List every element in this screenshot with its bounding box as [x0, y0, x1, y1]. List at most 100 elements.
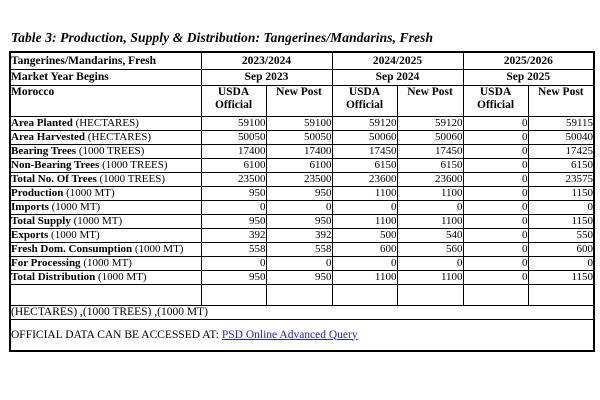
value-cell: 59120	[331, 116, 398, 131]
value-cell: 558	[200, 242, 267, 257]
table-row: Total Distribution (1000 MT) 950 950 1100 11…	[9, 270, 595, 285]
header-row-market-year: Market Year Begins Sep 2023 Sep 2024 Sep…	[9, 69, 595, 86]
value-cell: 59100	[200, 116, 267, 131]
spacer-cell	[331, 284, 398, 306]
table-row: Exports (1000 MT) 392 392 500 540 0 550	[9, 228, 595, 243]
header-row-country: Morocco USDA Official New Post USDA Offi…	[9, 85, 595, 117]
value-cell: 558	[265, 242, 333, 257]
value-cell: 0	[396, 200, 464, 215]
value-cell: 0	[200, 200, 267, 215]
row-label: For Processing (1000 MT)	[9, 256, 202, 271]
row-label: Bearing Trees (1000 TREES)	[9, 144, 202, 159]
value-cell: 0	[462, 242, 529, 257]
table-row: Fresh Dom. Consumption (1000 MT) 558 558 60…	[9, 242, 595, 257]
row-label: Area Harvested (HECTARES)	[9, 130, 202, 145]
spacer-cell	[462, 284, 529, 306]
subcol-usda-official-2: USDA Official	[331, 85, 398, 117]
value-cell: 0	[265, 256, 333, 271]
value-cell: 1150	[527, 270, 595, 285]
spacer-cell	[9, 284, 202, 306]
country-label: Morocco	[9, 85, 202, 117]
value-cell: 6100	[265, 158, 333, 173]
psd-online-link[interactable]: PSD Online Advanced Query	[221, 328, 358, 341]
value-cell: 50050	[200, 130, 267, 145]
table-row: Area Harvested (HECTARES) 50050 50050 50060…	[9, 130, 595, 145]
value-cell: 59115	[527, 116, 595, 131]
spacer-row	[9, 284, 595, 306]
value-cell: 6150	[527, 158, 595, 173]
value-cell: 950	[265, 270, 333, 285]
market-year-begin-3: Sep 2025	[462, 69, 595, 86]
value-cell: 17425	[527, 144, 595, 159]
value-cell: 1100	[396, 186, 464, 201]
subcol-new-post-3: New Post	[527, 85, 595, 117]
value-cell: 600	[331, 242, 398, 257]
value-cell: 0	[462, 158, 529, 173]
table-row: Imports (1000 MT) 0 0 0 0 0 0	[9, 200, 595, 215]
units-footnote-row: (HECTARES) ,(1000 TREES) ,(1000 MT)	[9, 305, 595, 320]
official-data-row: OFFICIAL DATA CAN BE ACCESSED AT: PSD On…	[9, 319, 595, 352]
year-header-2: 2024/2025	[331, 51, 464, 70]
value-cell: 392	[200, 228, 267, 243]
table-row: Area Planted (HECTARES) 59100 59100 59120 59…	[9, 116, 595, 131]
table-body: Area Planted (HECTARES) 59100 59100 59120 59…	[9, 116, 595, 285]
value-cell: 23500	[200, 172, 267, 187]
value-cell: 6150	[396, 158, 464, 173]
value-cell: 1150	[527, 214, 595, 229]
commodity-label: Tangerines/Mandarins, Fresh	[9, 51, 202, 70]
row-label: Total Distribution (1000 MT)	[9, 270, 202, 285]
value-cell: 1100	[396, 214, 464, 229]
value-cell: 0	[462, 186, 529, 201]
year-header-3: 2025/2026	[462, 51, 595, 70]
value-cell: 0	[462, 214, 529, 229]
row-label: Production (1000 MT)	[9, 186, 202, 201]
value-cell: 1150	[527, 186, 595, 201]
value-cell: 50040	[527, 130, 595, 145]
spacer-cell	[527, 284, 595, 306]
row-label: Area Planted (HECTARES)	[9, 116, 202, 131]
value-cell: 59120	[396, 116, 464, 131]
value-cell: 0	[527, 256, 595, 271]
value-cell: 6100	[200, 158, 267, 173]
value-cell: 950	[265, 214, 333, 229]
value-cell: 950	[200, 214, 267, 229]
table-row: Production (1000 MT) 950 950 1100 1100 0 1150	[9, 186, 595, 201]
value-cell: 1100	[396, 270, 464, 285]
value-cell: 550	[527, 228, 595, 243]
value-cell: 1100	[331, 270, 398, 285]
value-cell: 540	[396, 228, 464, 243]
value-cell: 0	[462, 172, 529, 187]
value-cell: 0	[527, 200, 595, 215]
value-cell: 23600	[396, 172, 464, 187]
subcol-new-post-1: New Post	[265, 85, 333, 117]
value-cell: 50060	[331, 130, 398, 145]
value-cell: 17400	[265, 144, 333, 159]
value-cell: 0	[462, 256, 529, 271]
table-row: Bearing Trees (1000 TREES) 17400 17400 1745…	[9, 144, 595, 159]
value-cell: 950	[265, 186, 333, 201]
value-cell: 600	[527, 242, 595, 257]
subcol-usda-official-3: USDA Official	[462, 85, 529, 117]
spacer-cell	[200, 284, 267, 306]
value-cell: 0	[462, 116, 529, 131]
table-title: Table 3: Production, Supply & Distributi…	[11, 30, 434, 45]
value-cell: 23575	[527, 172, 595, 187]
value-cell: 392	[265, 228, 333, 243]
value-cell: 560	[396, 242, 464, 257]
subcol-new-post-2: New Post	[396, 85, 464, 117]
table-row: Non-Bearing Trees (1000 TREES) 6100 6100 61…	[9, 158, 595, 173]
row-label: Total No. Of Trees (1000 TREES)	[9, 172, 202, 187]
table-row: Total No. Of Trees (1000 TREES) 23500 2350…	[9, 172, 595, 187]
row-label: Non-Bearing Trees (1000 TREES)	[9, 158, 202, 173]
value-cell: 0	[265, 200, 333, 215]
header-row-commodity: Tangerines/Mandarins, Fresh 2023/2024 20…	[9, 51, 595, 70]
value-cell: 1100	[331, 214, 398, 229]
value-cell: 23500	[265, 172, 333, 187]
value-cell: 17450	[396, 144, 464, 159]
table-footer: (HECTARES) ,(1000 TREES) ,(1000 MT) OFFI…	[9, 284, 595, 352]
value-cell: 6150	[331, 158, 398, 173]
value-cell: 50060	[396, 130, 464, 145]
row-label: Total Supply (1000 MT)	[9, 214, 202, 229]
market-year-begin-1: Sep 2023	[200, 69, 333, 86]
